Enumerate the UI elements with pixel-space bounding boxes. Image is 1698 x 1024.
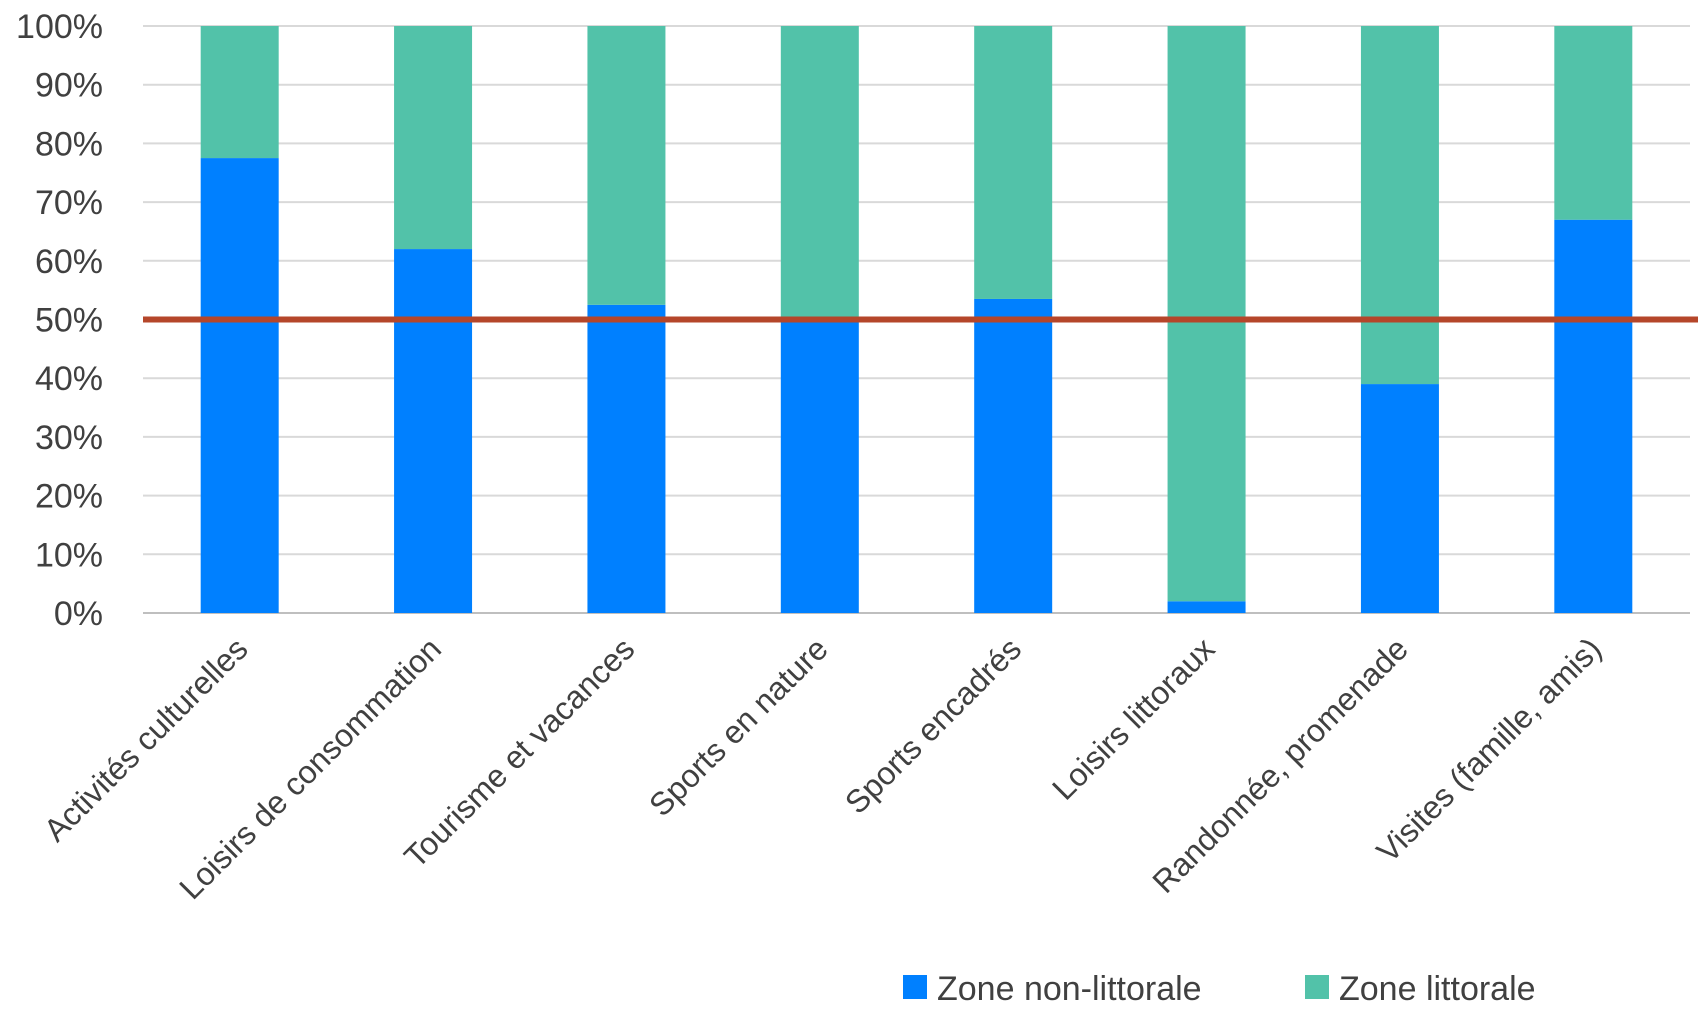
bar-segment-non-littorale [1360,384,1439,613]
bar-segment-non-littorale [780,322,859,613]
x-category-label: Loisirs littoraux [1045,630,1221,806]
bar-segment-littorale [1167,26,1246,602]
bar-segment-littorale [200,26,279,159]
x-category-label: Activités culturelles [37,630,255,848]
bar-segment-non-littorale [974,298,1053,613]
bar-segment-non-littorale [1554,219,1633,613]
y-tick-label: 50% [35,302,103,340]
y-tick-label: 10% [35,536,103,574]
bar-segment-littorale [780,26,859,323]
x-category-label: Sports en nature [642,630,835,823]
bar-segment-littorale [394,26,473,250]
legend-swatch [903,975,927,999]
bar-segment-littorale [1554,26,1633,220]
y-tick-label: 80% [35,125,103,163]
bar-segment-non-littorale [200,158,279,613]
y-tick-label: 40% [35,360,103,398]
bar-segment-non-littorale [587,304,666,613]
y-tick-label: 30% [35,419,103,457]
y-tick-label: 20% [35,478,103,516]
x-category-label: Sports encadrés [838,630,1028,820]
bar-segment-littorale [974,26,1053,299]
y-tick-label: 0% [54,595,103,633]
y-tick-label: 90% [35,67,103,105]
legend: Zone non-littorale Zone littorale [903,970,1536,1008]
bars [200,26,1633,613]
bar-segment-littorale [1360,26,1439,385]
bar-segment-non-littorale [1167,601,1246,613]
bar-segment-littorale [587,26,666,305]
legend-label: Zone littorale [1339,970,1536,1008]
legend-swatch [1305,975,1329,999]
y-tick-label: 100% [16,8,103,46]
bar-segment-non-littorale [394,249,473,613]
y-tick-label: 70% [35,184,103,222]
legend-label: Zone non-littorale [937,970,1202,1008]
y-tick-label: 60% [35,243,103,281]
x-category-label: Visites (famille, amis) [1369,630,1608,869]
y-axis-ticks: 0% 10% 20% 30% 40% 50% 60% 70% 80% 90% 100% [16,8,103,633]
